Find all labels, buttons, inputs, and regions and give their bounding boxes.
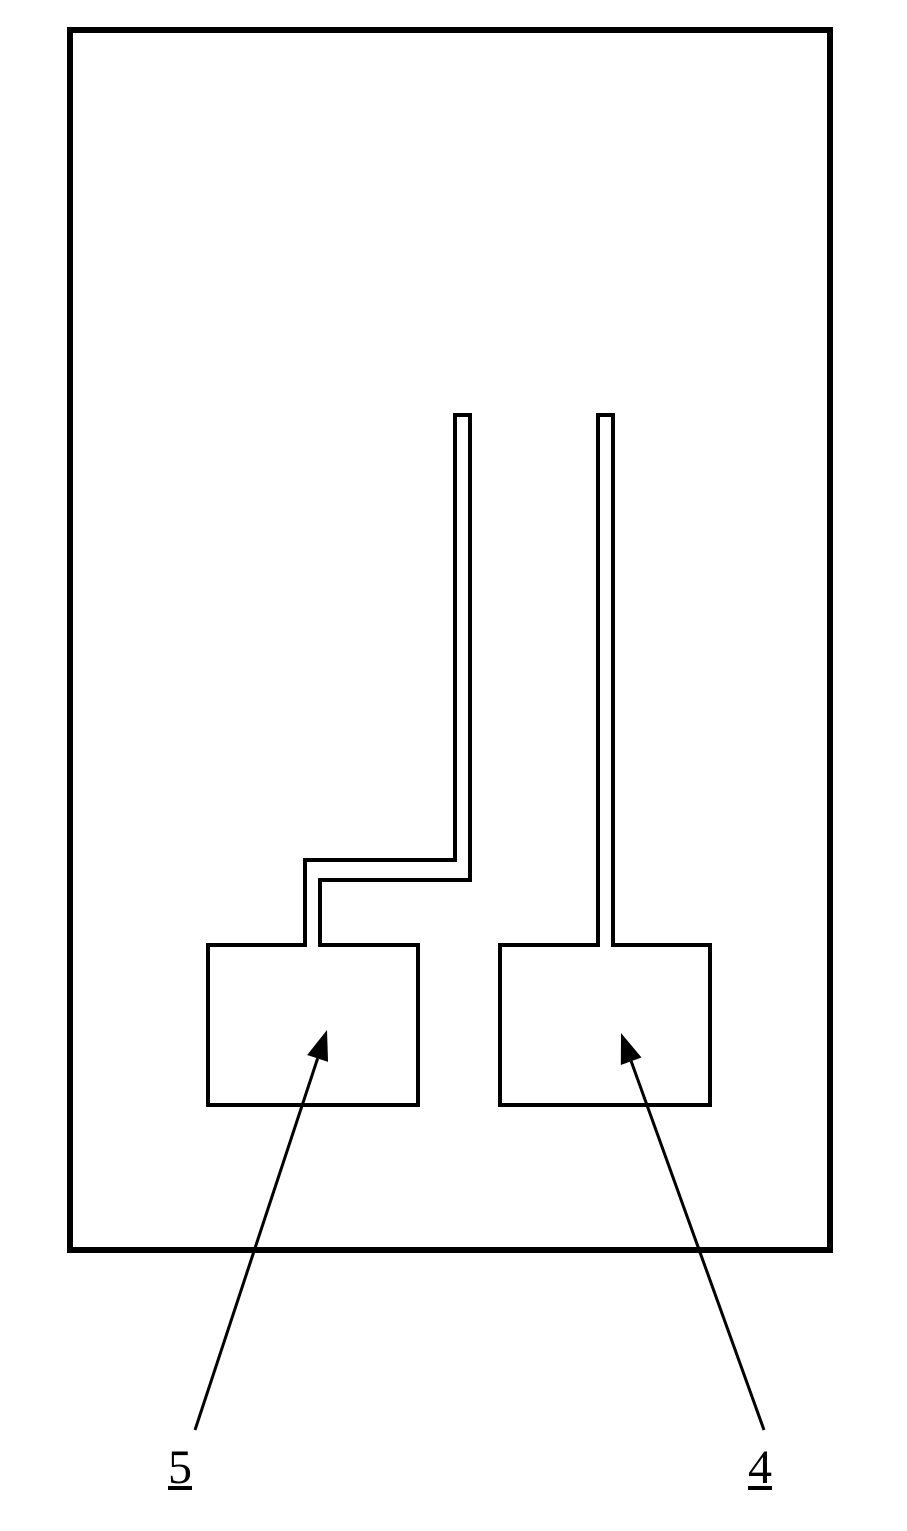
left-shape xyxy=(208,415,470,1105)
label-4: 4 xyxy=(748,1440,772,1495)
diagram-svg xyxy=(0,0,907,1531)
outer-rect xyxy=(70,30,830,1250)
right-shape xyxy=(500,415,710,1105)
arrow-right xyxy=(621,1033,764,1430)
label-5: 5 xyxy=(168,1440,192,1495)
arrow-left xyxy=(195,1030,328,1430)
diagram-root: 5 4 xyxy=(0,0,907,1531)
